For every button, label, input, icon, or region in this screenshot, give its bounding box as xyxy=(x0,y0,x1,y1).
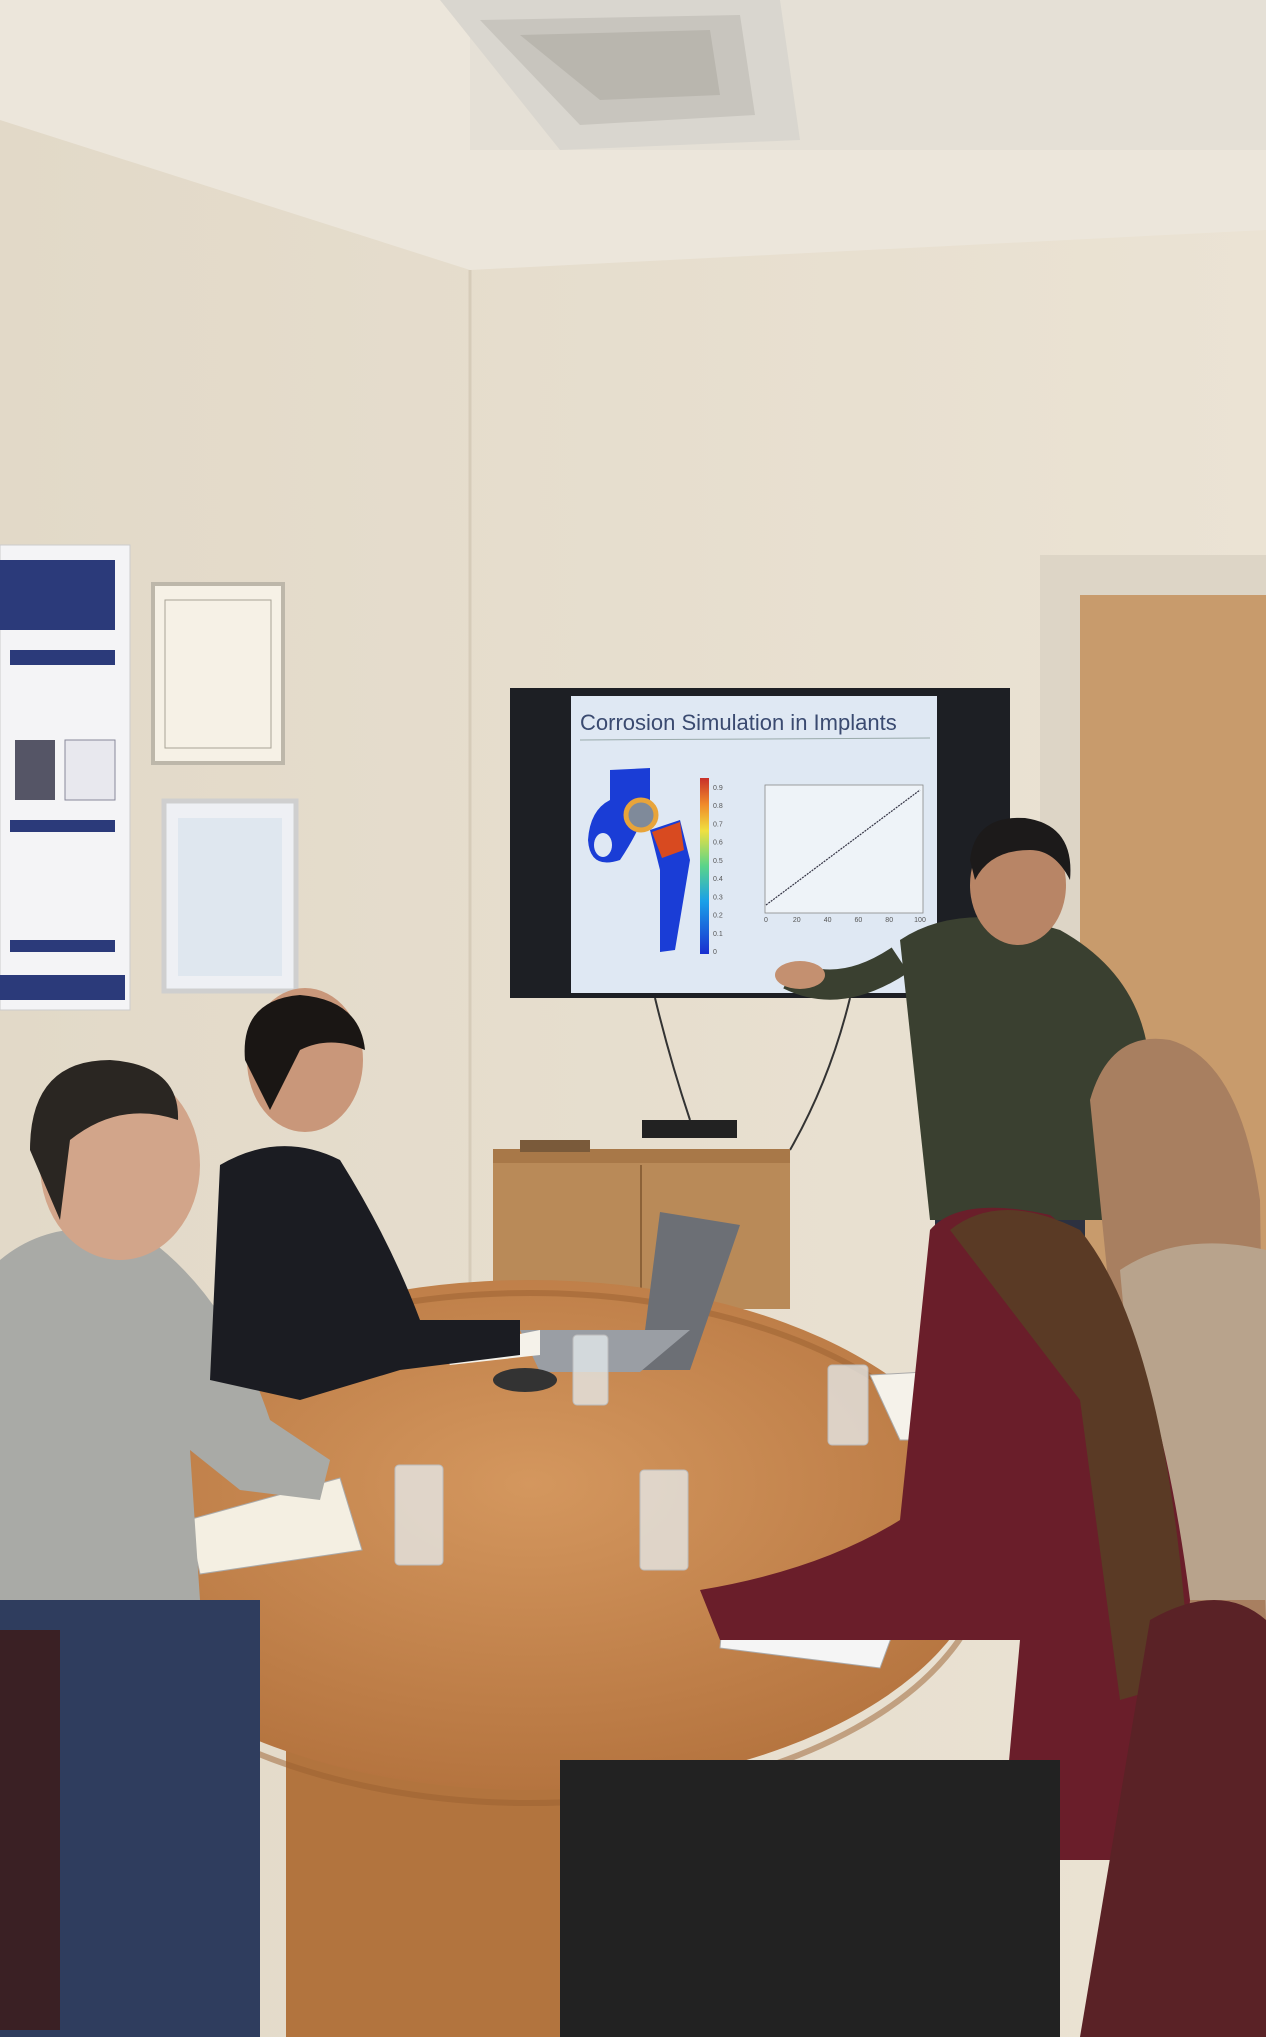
colorbar-tick-label: 0 xyxy=(713,949,717,956)
colorbar-tick-label: 0.9 xyxy=(713,785,723,792)
colorbar-tick-label: 0.4 xyxy=(713,876,723,883)
framed-artwork xyxy=(161,798,299,994)
media-box xyxy=(642,1120,737,1138)
slide-title: Corrosion Simulation in Implants xyxy=(580,710,897,735)
x-tick-label: 20 xyxy=(793,917,801,924)
x-tick-label: 40 xyxy=(824,917,832,924)
water-glasses xyxy=(394,1334,869,1571)
colorbar-tick-label: 0.3 xyxy=(713,894,723,901)
research-poster xyxy=(0,544,131,1011)
office-chair xyxy=(0,1600,1266,2037)
colorbar-tick-label: 0.7 xyxy=(713,821,723,828)
colorbar-tick-label: 0.6 xyxy=(713,840,723,847)
participant-red-top xyxy=(560,1207,1190,2037)
colorbar-tick-label: 0.8 xyxy=(713,803,723,810)
tv-screen: Corrosion Simulation in Implants 0 20 40 60… xyxy=(510,688,1010,998)
x-tick-label: 60 xyxy=(855,917,863,924)
mouse[interactable] xyxy=(493,1368,557,1392)
chart-line xyxy=(765,789,921,906)
colorbar-tick-label: 0.1 xyxy=(713,931,723,938)
corrosion-chart: 0 20 40 60 80 100 0.9 0.8 0.7 0.6 0.5 0.4 0.3 0.2 0.1 0 xyxy=(713,784,926,956)
air-vent xyxy=(440,0,800,150)
hip-implant-simulation xyxy=(588,768,690,952)
x-tick-label: 0 xyxy=(764,917,768,924)
certificate-frame xyxy=(151,582,285,765)
round-table xyxy=(67,1280,993,2037)
participant-black-sweater xyxy=(210,988,520,1400)
x-tick-label: 80 xyxy=(885,917,893,924)
colorbar-tick-label: 0.2 xyxy=(713,913,723,920)
colorbar-tick-label: 0.5 xyxy=(713,858,723,865)
x-tick-label: 100 xyxy=(914,917,926,924)
colorbar xyxy=(700,778,709,954)
